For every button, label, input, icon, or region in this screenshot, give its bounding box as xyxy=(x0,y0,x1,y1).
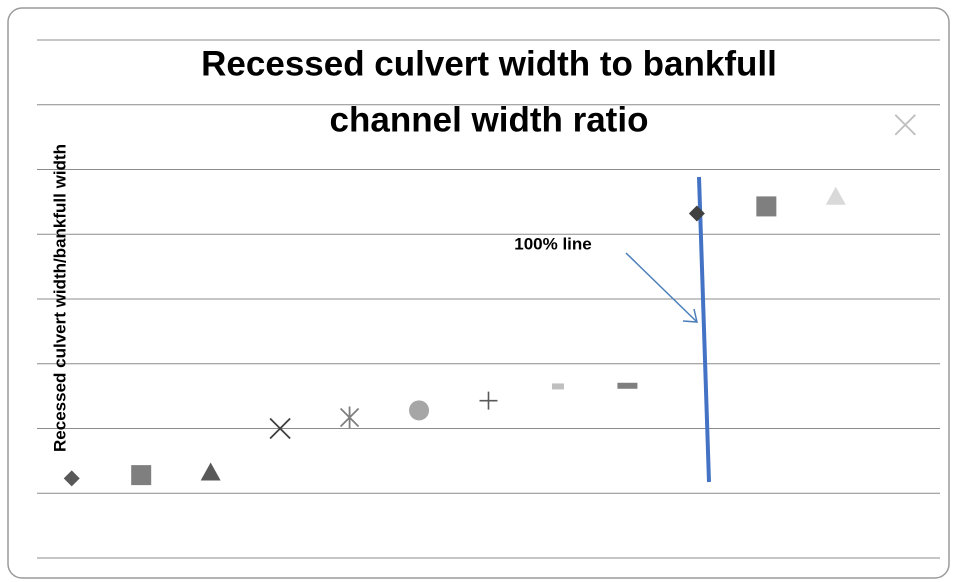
chart-title: Recessed culvert width to bankfull xyxy=(201,44,777,83)
annotation-arrow xyxy=(625,252,698,323)
marker xyxy=(200,462,221,481)
marker xyxy=(63,470,80,487)
y-axis-label: Recessed culvert width/bankfull width xyxy=(50,144,69,452)
annotation: 100% line xyxy=(514,234,592,253)
marker xyxy=(479,391,498,410)
marker xyxy=(409,400,430,421)
marker xyxy=(269,417,291,440)
grid xyxy=(37,39,940,559)
chart-title: channel width ratio xyxy=(330,100,649,139)
marker xyxy=(131,465,152,486)
marker xyxy=(756,196,777,217)
marks xyxy=(63,114,916,487)
marker xyxy=(339,406,360,429)
marker xyxy=(825,186,846,205)
reference-line xyxy=(697,176,711,483)
marker xyxy=(894,114,916,136)
chart-frame xyxy=(7,7,950,579)
marker xyxy=(617,382,638,389)
marker xyxy=(688,205,705,222)
marker xyxy=(551,383,564,390)
